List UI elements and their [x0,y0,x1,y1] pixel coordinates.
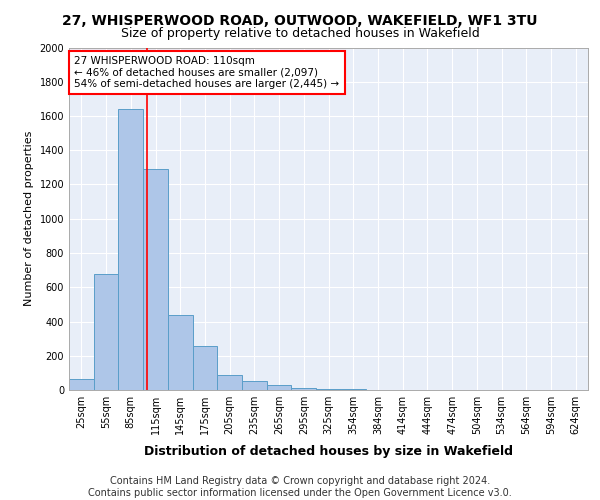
Text: 27 WHISPERWOOD ROAD: 110sqm
← 46% of detached houses are smaller (2,097)
54% of : 27 WHISPERWOOD ROAD: 110sqm ← 46% of det… [74,56,340,90]
Text: Size of property relative to detached houses in Wakefield: Size of property relative to detached ho… [121,28,479,40]
X-axis label: Distribution of detached houses by size in Wakefield: Distribution of detached houses by size … [144,446,513,458]
Bar [94,274,118,390]
Bar [267,385,292,390]
Bar [118,109,143,390]
Bar [242,382,267,390]
Bar [168,314,193,390]
Bar [217,374,242,390]
Bar [193,346,217,390]
Bar [316,389,341,390]
Bar [69,380,94,390]
Bar [143,169,168,390]
Bar [292,388,316,390]
Text: Contains HM Land Registry data © Crown copyright and database right 2024.
Contai: Contains HM Land Registry data © Crown c… [88,476,512,498]
Text: 27, WHISPERWOOD ROAD, OUTWOOD, WAKEFIELD, WF1 3TU: 27, WHISPERWOOD ROAD, OUTWOOD, WAKEFIELD… [62,14,538,28]
Y-axis label: Number of detached properties: Number of detached properties [24,131,34,306]
